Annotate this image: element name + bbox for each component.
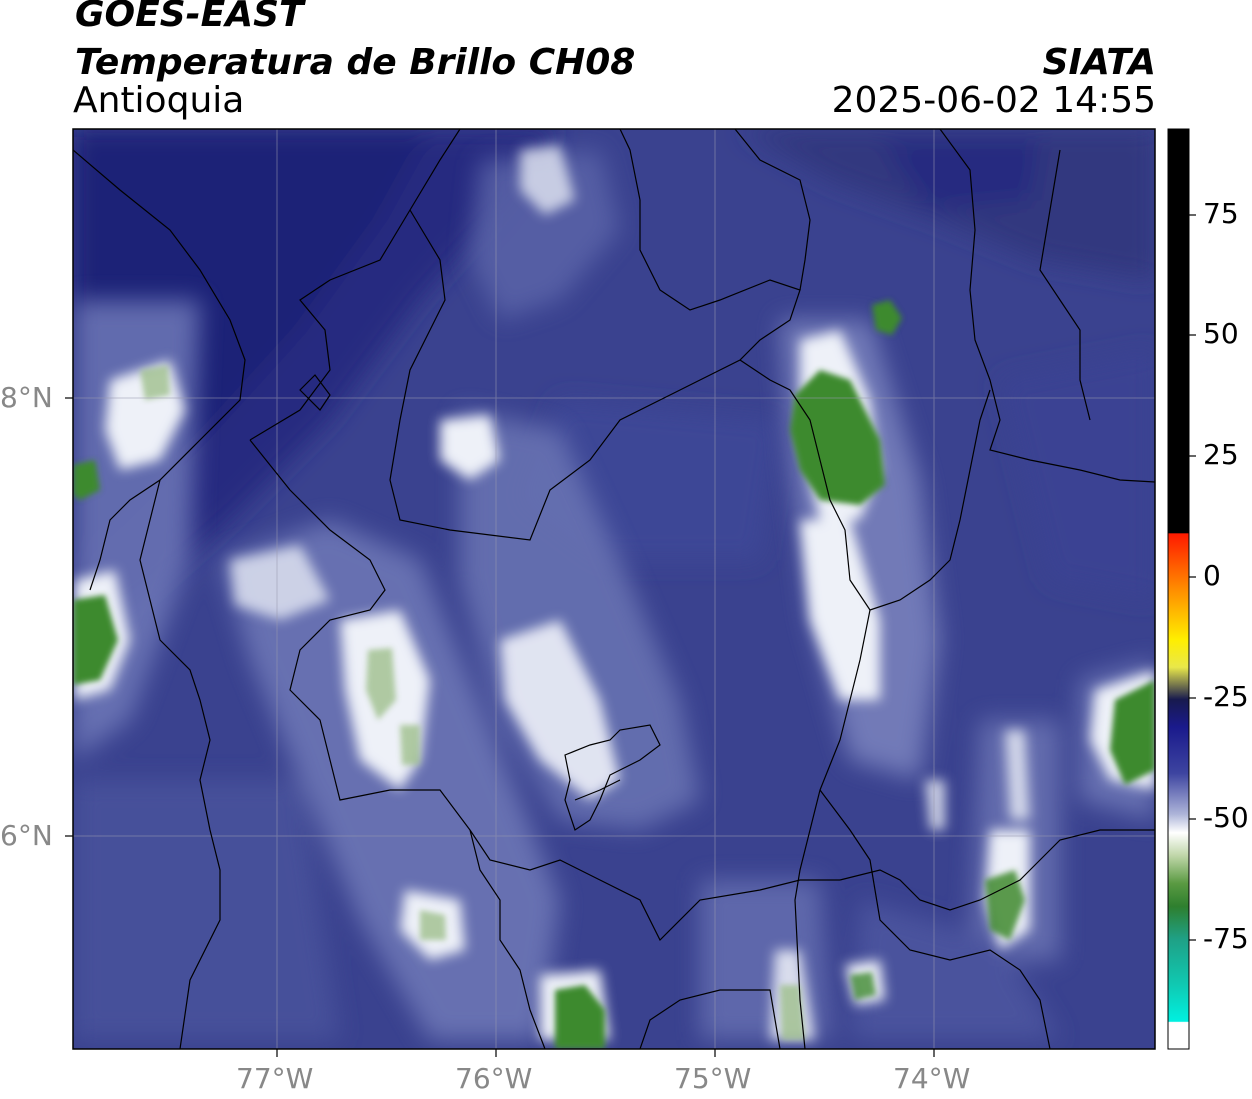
lon-label-74w: 74°W: [893, 1062, 971, 1095]
region-label: Antioquia: [73, 80, 245, 121]
colorbar-tick-0: 0: [1203, 559, 1221, 592]
satellite-field: [73, 129, 1155, 1049]
product-title: Temperatura de Brillo CH08: [75, 42, 636, 83]
lat-label-6n: 6°N: [0, 819, 53, 852]
colorbar-tick-50: 50: [1203, 317, 1239, 350]
satellite-name: GOES-EAST: [75, 0, 304, 35]
graticule: [73, 129, 1155, 1049]
lon-label-77w: 77°W: [236, 1062, 314, 1095]
colorbar: [1167, 128, 1190, 1050]
boundaries: [73, 129, 1155, 1049]
map-frame: [72, 128, 1156, 1050]
datetime-label: 2025-06-02 14:55: [831, 80, 1156, 121]
colorbar-tick-minus50: -50: [1203, 801, 1249, 834]
lon-label-75w: 75°W: [674, 1062, 752, 1095]
colorbar-tick-25: 25: [1203, 438, 1239, 471]
lat-label-8n: 8°N: [0, 381, 53, 414]
lon-label-76w: 76°W: [455, 1062, 533, 1095]
colorbar-tick-minus25: -25: [1203, 680, 1249, 713]
colorbar-tick-minus75: -75: [1203, 922, 1249, 955]
source-label: SIATA: [1042, 42, 1156, 83]
colorbar-tick-75: 75: [1203, 197, 1239, 230]
